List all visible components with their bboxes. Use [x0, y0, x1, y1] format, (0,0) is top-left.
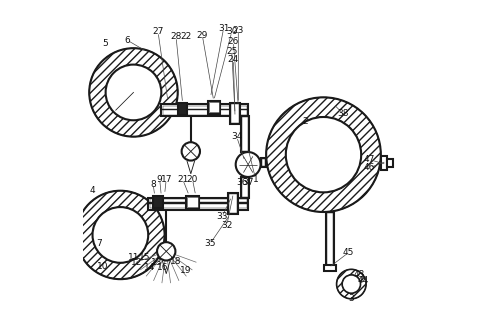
Bar — [161, 104, 248, 116]
Bar — [187, 197, 198, 207]
Text: 8: 8 — [150, 180, 156, 189]
Text: 10: 10 — [97, 262, 108, 270]
Text: 22: 22 — [180, 32, 191, 41]
Text: 16: 16 — [157, 263, 169, 272]
Text: 14: 14 — [144, 263, 156, 272]
Bar — [228, 193, 238, 215]
Text: 9: 9 — [157, 175, 163, 184]
Wedge shape — [89, 48, 177, 137]
Text: 13: 13 — [151, 258, 162, 267]
Text: 1: 1 — [253, 175, 258, 184]
Text: 27: 27 — [152, 27, 164, 36]
Bar — [209, 102, 219, 113]
Text: 28: 28 — [171, 32, 182, 41]
Circle shape — [106, 64, 161, 120]
Text: 19: 19 — [180, 266, 192, 275]
Bar — [186, 196, 199, 209]
Bar — [242, 178, 247, 197]
Bar — [148, 202, 248, 204]
Bar — [387, 159, 393, 167]
Circle shape — [181, 142, 200, 161]
Text: 25: 25 — [226, 47, 238, 56]
Text: 24: 24 — [228, 55, 239, 64]
Text: 46: 46 — [364, 163, 375, 172]
Bar — [381, 156, 387, 170]
Text: 21: 21 — [177, 175, 188, 184]
Bar — [231, 104, 239, 123]
Bar — [326, 212, 334, 269]
Text: 12: 12 — [131, 258, 142, 267]
Circle shape — [342, 275, 360, 293]
Text: 47: 47 — [364, 155, 375, 164]
Text: 15: 15 — [139, 253, 151, 262]
Bar — [163, 106, 246, 115]
Text: 38: 38 — [337, 109, 349, 118]
Circle shape — [157, 242, 176, 261]
Bar — [229, 194, 237, 214]
Circle shape — [93, 207, 148, 263]
Text: 43: 43 — [354, 270, 365, 279]
Text: 31: 31 — [218, 24, 229, 33]
Bar — [161, 109, 248, 110]
Text: 23: 23 — [233, 26, 244, 35]
Text: 32: 32 — [221, 221, 233, 230]
Text: 3: 3 — [349, 294, 354, 303]
Text: 29: 29 — [197, 31, 208, 39]
Text: 36: 36 — [236, 178, 247, 187]
Wedge shape — [337, 269, 366, 299]
Bar — [327, 213, 333, 268]
Text: 17: 17 — [161, 175, 172, 184]
Bar — [208, 101, 220, 114]
Text: 30: 30 — [226, 27, 238, 36]
Text: 20: 20 — [187, 175, 198, 184]
Bar — [178, 103, 187, 115]
Bar — [324, 265, 336, 271]
Text: 11: 11 — [128, 253, 139, 262]
Text: 26: 26 — [228, 37, 239, 46]
Bar — [148, 198, 248, 210]
Text: 37: 37 — [243, 178, 254, 187]
Text: 5: 5 — [103, 39, 108, 48]
Bar — [241, 177, 249, 198]
Text: 4: 4 — [90, 186, 95, 195]
Bar — [242, 117, 247, 151]
Text: 6: 6 — [124, 36, 130, 44]
Text: 44: 44 — [357, 276, 368, 285]
Wedge shape — [76, 191, 165, 279]
Bar — [241, 116, 249, 152]
Text: 33: 33 — [216, 213, 228, 221]
Bar — [150, 199, 246, 208]
Text: 18: 18 — [170, 257, 182, 266]
Bar — [153, 196, 163, 208]
Text: 35: 35 — [205, 239, 216, 248]
Bar — [262, 159, 265, 166]
Circle shape — [236, 152, 261, 177]
Wedge shape — [266, 97, 381, 212]
Text: 34: 34 — [231, 132, 243, 141]
Circle shape — [286, 117, 361, 192]
Bar — [261, 158, 266, 167]
Text: 45: 45 — [342, 248, 354, 258]
Bar — [230, 103, 240, 124]
Text: 7: 7 — [96, 239, 102, 248]
Text: 2: 2 — [303, 117, 308, 126]
